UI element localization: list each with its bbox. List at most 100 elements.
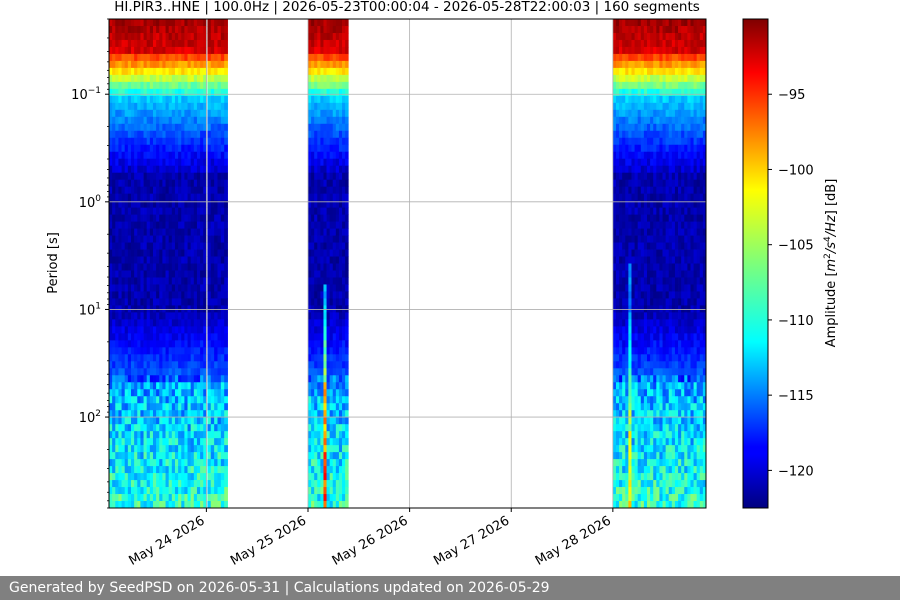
heatmap-cell <box>193 298 198 306</box>
heatmap-cell <box>137 186 141 195</box>
heatmap-cell <box>207 340 212 348</box>
heatmap-cell <box>200 487 204 495</box>
heatmap-cell <box>121 333 126 341</box>
heatmap-cell <box>149 228 154 236</box>
heatmap-cell <box>224 256 228 264</box>
heatmap-cell <box>634 179 639 188</box>
heatmap-cell <box>332 431 337 439</box>
heatmap-cell <box>109 459 113 467</box>
heatmap-cell <box>656 67 660 76</box>
heatmap-cell <box>671 445 676 453</box>
heatmap-cell <box>650 46 654 55</box>
heatmap-cell <box>146 277 151 285</box>
heatmap-cell <box>668 116 673 125</box>
heatmap-cell <box>127 382 132 390</box>
heatmap-cell <box>338 466 343 474</box>
heatmap-cell <box>640 340 645 348</box>
heatmap-cell <box>671 249 676 257</box>
heatmap-cell <box>634 340 639 348</box>
heatmap-cell <box>650 242 654 250</box>
heatmap-cell <box>217 123 222 132</box>
heatmap-cell <box>634 424 639 432</box>
heatmap-cell <box>203 221 207 229</box>
heatmap-cell <box>311 445 315 453</box>
heatmap-cell <box>653 95 657 104</box>
heatmap-cell <box>612 319 617 327</box>
heatmap-cell <box>329 123 334 132</box>
heatmap-cell <box>174 459 179 467</box>
heatmap-cell <box>332 137 337 146</box>
heatmap-cell <box>159 32 163 41</box>
heatmap-cell <box>622 284 626 292</box>
heatmap-cell <box>615 417 620 425</box>
heatmap-cell <box>165 88 170 97</box>
heatmap-cell <box>659 291 663 299</box>
heatmap-cell <box>674 144 679 153</box>
heatmap-cell <box>181 151 185 160</box>
heatmap-cell <box>659 270 663 278</box>
heatmap-cell <box>124 466 129 474</box>
heatmap-cell <box>640 102 645 111</box>
heatmap-cell <box>668 312 673 320</box>
heatmap-cell <box>178 494 182 502</box>
heatmap-cell <box>193 480 198 488</box>
heatmap-cell <box>143 389 148 397</box>
heatmap-cell <box>118 130 122 139</box>
heatmap-cell <box>671 88 676 97</box>
heatmap-cell <box>184 109 188 118</box>
heatmap-cell <box>659 466 663 474</box>
heatmap-cell <box>187 347 192 355</box>
heatmap-cell <box>112 228 116 236</box>
heatmap-cell <box>162 291 166 299</box>
heatmap-cell <box>342 46 346 55</box>
heatmap-cell <box>612 347 617 355</box>
heatmap-cell <box>127 263 132 271</box>
heatmap-cell <box>146 298 151 306</box>
heatmap-cell <box>314 221 318 229</box>
heatmap-cell <box>643 319 648 327</box>
heatmap-cell <box>181 298 185 306</box>
heatmap-cell <box>335 277 340 285</box>
heatmap-cell <box>178 67 182 76</box>
heatmap-cell <box>217 403 222 411</box>
heatmap-cell <box>650 270 654 278</box>
heatmap-cell <box>207 186 212 195</box>
heatmap-cell <box>615 25 620 34</box>
heatmap-cell <box>146 60 151 69</box>
heatmap-cell <box>671 60 676 69</box>
heatmap-cell <box>612 179 617 188</box>
heatmap-cell <box>650 445 654 453</box>
heatmap-cell <box>190 284 195 292</box>
heatmap-cell <box>622 494 626 502</box>
heatmap-cell <box>217 144 222 153</box>
heatmap-cell <box>308 179 312 188</box>
heatmap-cell <box>640 291 645 299</box>
heatmap-cell <box>665 207 670 215</box>
heatmap-cell <box>674 235 679 243</box>
heatmap-cell <box>200 186 204 195</box>
heatmap-cell <box>342 102 346 111</box>
heatmap-cell <box>217 382 222 390</box>
heatmap-cell <box>109 312 113 320</box>
heatmap-cell <box>130 424 135 432</box>
heatmap-cell <box>171 347 176 355</box>
heatmap-cell <box>671 102 676 111</box>
heatmap-cell <box>329 459 334 467</box>
heatmap-cell <box>200 431 204 439</box>
heatmap-cell <box>156 249 160 257</box>
heatmap-cell <box>640 109 645 118</box>
heatmap-cell <box>217 312 222 320</box>
heatmap-cell <box>143 39 148 48</box>
heatmap-cell <box>335 473 340 481</box>
heatmap-cell <box>181 116 185 125</box>
heatmap-cell <box>631 452 635 460</box>
heatmap-cell <box>203 291 207 299</box>
heatmap-cell <box>127 354 132 362</box>
heatmap-cell <box>622 214 626 222</box>
heatmap-cell <box>665 480 670 488</box>
heatmap-cell <box>674 46 679 55</box>
heatmap-cell <box>115 19 119 27</box>
heatmap-cell <box>190 25 195 34</box>
heatmap-cell <box>220 88 225 97</box>
heatmap-cell <box>634 361 639 369</box>
